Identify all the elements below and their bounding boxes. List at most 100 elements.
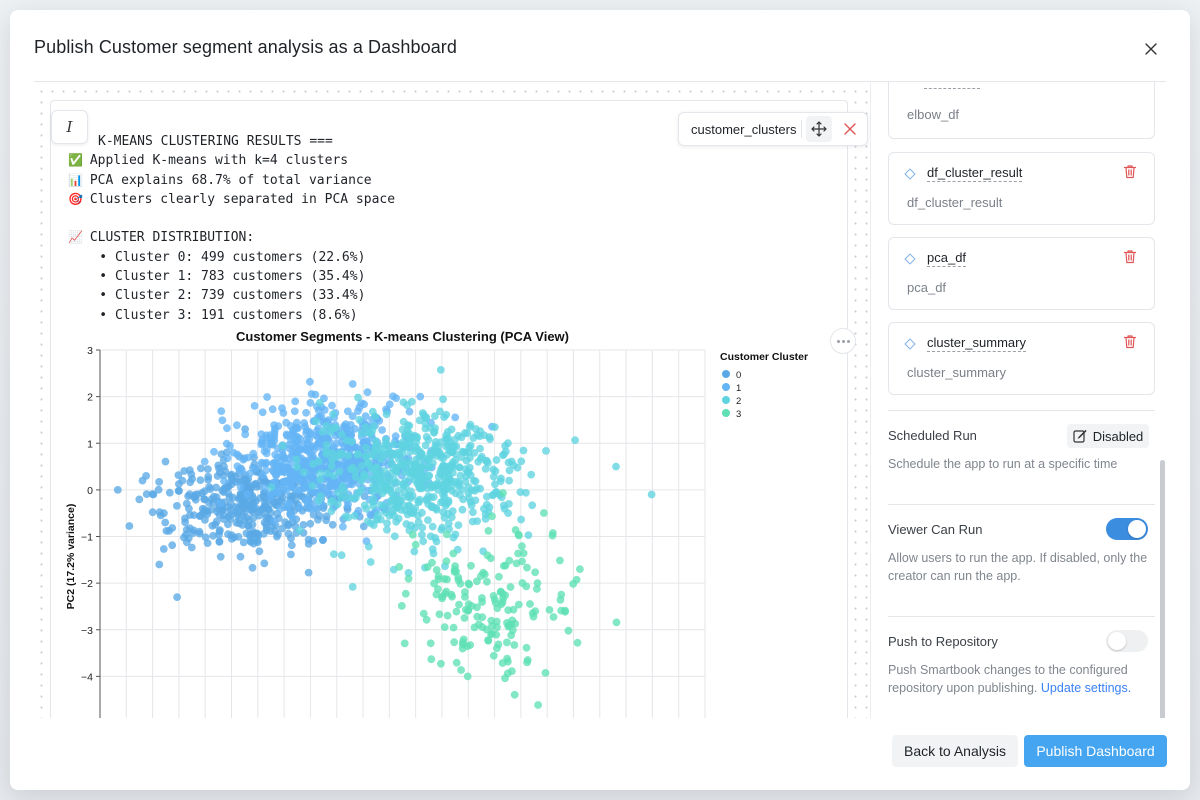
scatter-point-cluster-3 <box>488 512 496 521</box>
scheduled-run-button[interactable]: Disabled <box>1067 424 1149 448</box>
scatter-point-cluster-0 <box>203 539 212 547</box>
push-repo-toggle[interactable] <box>1106 630 1148 652</box>
scatter-point-cluster-3 <box>455 600 463 609</box>
scatter-point-cluster-3 <box>440 623 449 631</box>
publish-dashboard-modal: Publish Customer segment analysis as a D… <box>10 10 1190 790</box>
scatter-point-cluster-2 <box>315 398 324 407</box>
scatter-point-cluster-2 <box>382 410 391 419</box>
scatter-point-cluster-0 <box>200 495 209 503</box>
scatter-point-cluster-0 <box>227 500 235 508</box>
scatter-point-cluster-2 <box>458 505 467 514</box>
scatter-point-cluster-1 <box>326 481 335 489</box>
scatter-point-cluster-1 <box>279 409 288 417</box>
scatter-point-cluster-0 <box>185 466 194 474</box>
legend-marker <box>722 370 730 378</box>
trash-icon[interactable] <box>1123 249 1137 264</box>
dataframe-card[interactable]: pca_df pca_df <box>888 237 1155 310</box>
scatter-point-cluster-2 <box>316 475 325 484</box>
output-line: 📈 CLUSTER DISTRIBUTION: <box>68 228 395 247</box>
scatter-point-cluster-1 <box>283 463 292 472</box>
scatter-point-cluster-0 <box>239 496 248 505</box>
close-button[interactable] <box>1142 40 1160 58</box>
dataframe-icon <box>904 167 916 180</box>
trash-icon[interactable] <box>1123 164 1137 179</box>
df-subtitle: df_cluster_result <box>907 195 1003 210</box>
scatter-point-cluster-3 <box>443 530 451 539</box>
legend-marker <box>722 409 730 417</box>
scatter-point-cluster-2 <box>424 435 433 444</box>
scatter-point-cluster-3 <box>451 562 459 570</box>
scatter-point-cluster-2 <box>350 512 359 520</box>
scatter-point-cluster-2 <box>418 409 427 417</box>
legend-marker <box>722 383 730 391</box>
scatter-point-cluster-2 <box>362 444 370 452</box>
scatter-point-cluster-3 <box>561 606 569 615</box>
scatter-point-cluster-0 <box>187 543 196 552</box>
scatter-point-cluster-1 <box>261 484 270 492</box>
scatter-point-cluster-1 <box>259 471 267 479</box>
scatter-point-cluster-3 <box>523 563 531 572</box>
scatter-points <box>113 366 656 709</box>
scatter-point-cluster-2 <box>431 412 439 420</box>
widget-more-button[interactable] <box>830 328 856 354</box>
output-line-text <box>84 211 92 226</box>
toggle-knob <box>1128 520 1146 538</box>
dashboard-canvas[interactable]: I K-MEANS CLUSTERING RESULTS === ✅ Applie… <box>34 82 870 718</box>
trash-icon[interactable] <box>1123 334 1137 349</box>
scatter-point-cluster-2 <box>444 509 452 518</box>
scatter-point-cluster-3 <box>518 557 526 566</box>
output-line: • Cluster 0: 499 customers (22.6%) <box>68 248 395 267</box>
scatter-point-cluster-1 <box>285 444 294 453</box>
scatter-point-cluster-1 <box>311 390 320 399</box>
scatter-point-cluster-2 <box>456 491 464 499</box>
scatter-point-cluster-1 <box>287 435 295 444</box>
scatter-point-cluster-1 <box>363 388 372 397</box>
scatter-point-cluster-2 <box>413 444 421 453</box>
scatter-point-cluster-0 <box>204 472 213 481</box>
dataframe-card[interactable]: cluster_summary cluster_summary <box>888 322 1155 395</box>
scatter-point-cluster-2 <box>440 486 449 494</box>
back-to-analysis-button[interactable]: Back to Analysis <box>892 735 1018 767</box>
scatter-point-cluster-3 <box>507 631 516 640</box>
scatter-point-cluster-2 <box>361 423 370 431</box>
remove-widget-button[interactable] <box>837 116 863 142</box>
dataframe-card-partial[interactable]: elbow_df <box>888 82 1155 139</box>
scatter-point-cluster-1 <box>210 447 218 456</box>
move-widget-button[interactable] <box>806 116 832 142</box>
scatter-point-cluster-2 <box>327 462 336 471</box>
publish-dashboard-button[interactable]: Publish Dashboard <box>1024 735 1167 767</box>
scatter-point-cluster-2 <box>423 484 432 493</box>
scatter-point-cluster-1 <box>249 449 258 458</box>
scatter-point-cluster-2 <box>390 532 399 541</box>
y-tick-label: −4 <box>81 671 93 683</box>
scatter-point-cluster-2 <box>343 493 352 502</box>
scatter-point-cluster-2 <box>436 407 444 416</box>
scatter-point-cluster-2 <box>403 510 412 519</box>
scatter-point-cluster-2 <box>399 398 408 407</box>
scatter-point-cluster-2 <box>410 547 419 556</box>
text-tool-button[interactable]: I <box>51 110 88 144</box>
scatter-point-cluster-1 <box>241 430 250 439</box>
scatter-point-cluster-1 <box>301 422 309 431</box>
scatter-point-cluster-3 <box>492 630 501 639</box>
y-axis-label: PC2 (17.2% variance) <box>65 504 77 610</box>
output-line-text: PCA explains 68.7% of total variance <box>89 172 372 188</box>
scatter-point-cluster-3 <box>457 666 465 674</box>
scatter-point-cluster-0 <box>284 529 293 538</box>
scatter-point-cluster-3 <box>573 638 582 647</box>
panel-scrollbar[interactable] <box>1160 460 1165 718</box>
scatter-point-cluster-1 <box>233 450 242 459</box>
scatter-point-cluster-2 <box>419 474 428 483</box>
scatter-point-cluster-2 <box>328 455 336 464</box>
dataframe-card[interactable]: df_cluster_result df_cluster_result <box>888 152 1155 225</box>
update-settings-link[interactable]: Update settings. <box>1040 681 1132 695</box>
scatter-point-cluster-0 <box>173 502 181 510</box>
scatter-point-cluster-2 <box>444 466 453 474</box>
scatter-point-cluster-0 <box>288 492 296 501</box>
viewer-can-run-toggle[interactable] <box>1106 518 1148 540</box>
scatter-point-cluster-3 <box>448 592 456 601</box>
scatter-point-cluster-3 <box>514 549 522 558</box>
scatter-point-cluster-2 <box>413 479 422 488</box>
df-header: cluster_summary <box>904 335 1026 352</box>
scatter-point-cluster-2 <box>472 425 480 433</box>
